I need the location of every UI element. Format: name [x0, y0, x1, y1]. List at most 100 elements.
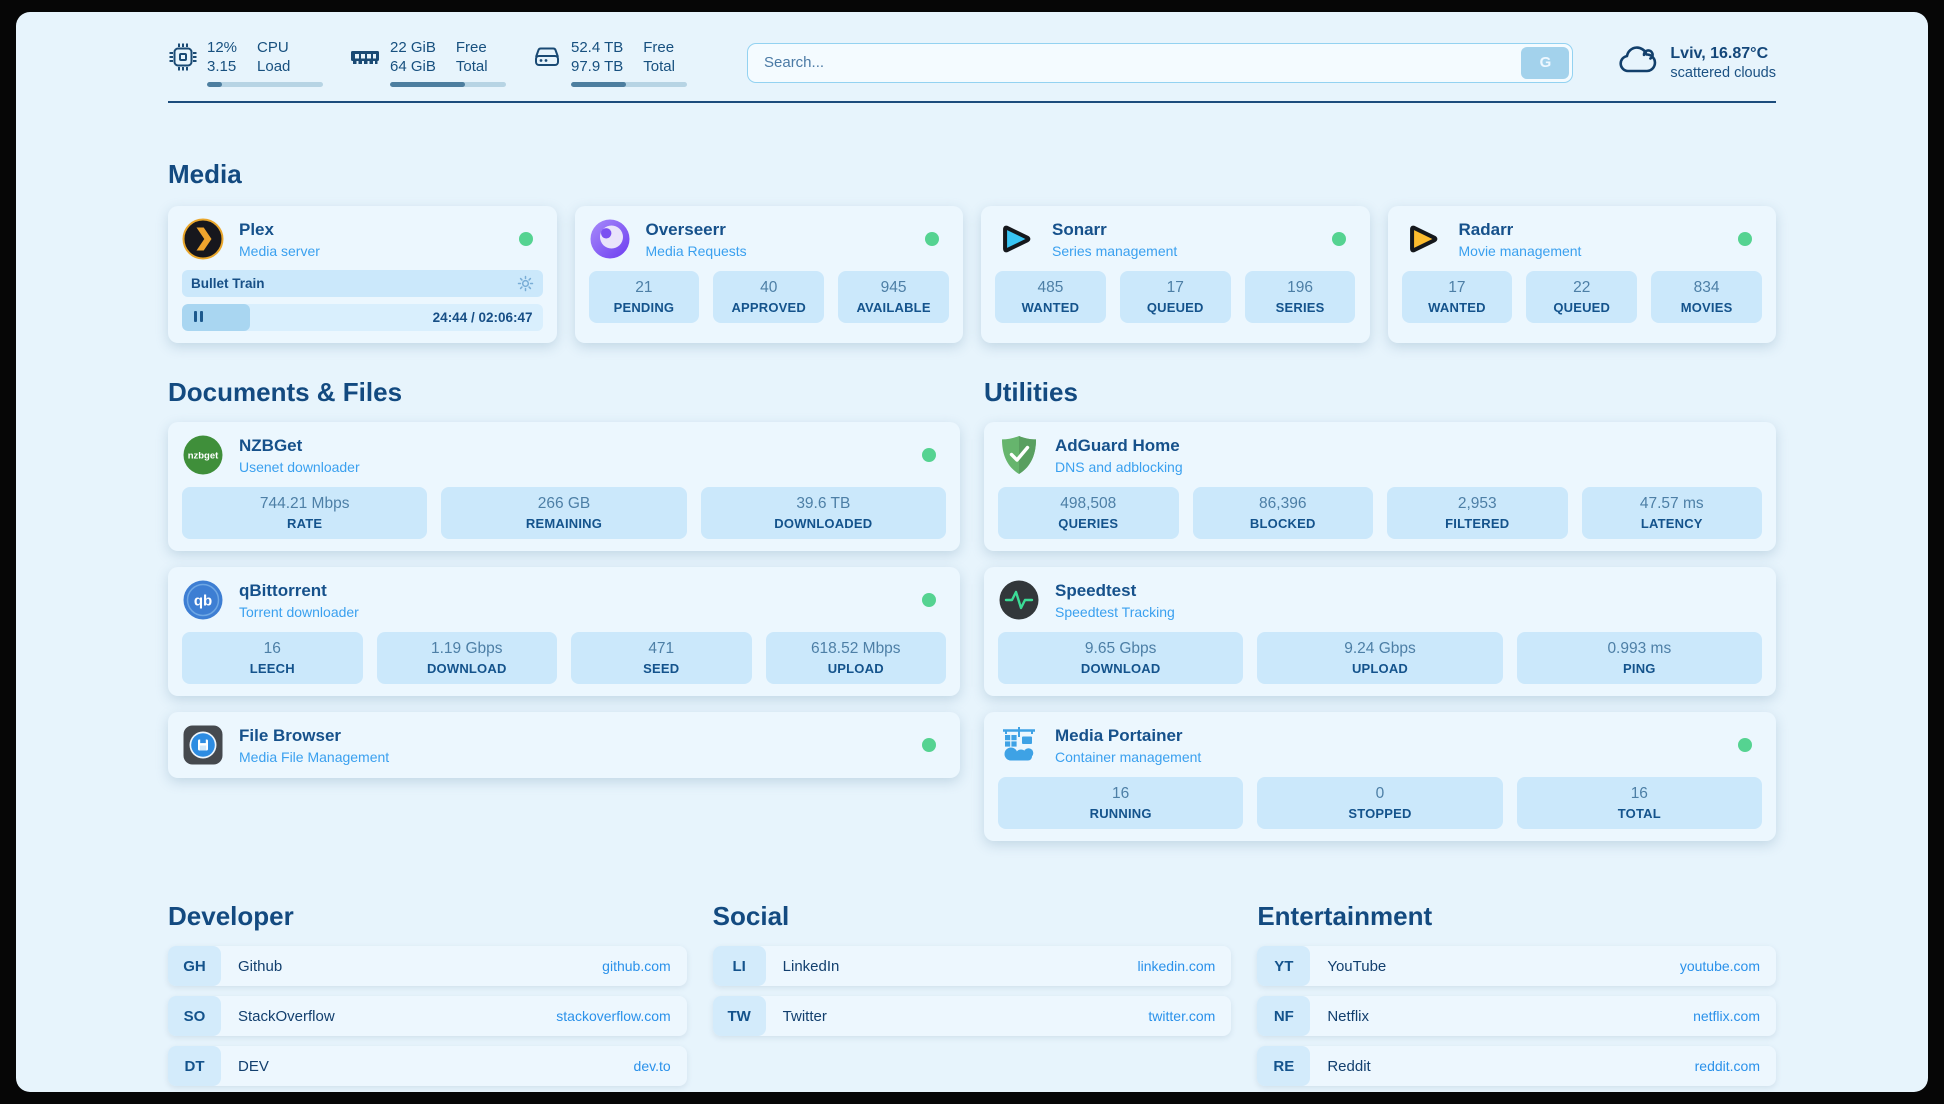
svg-text:nzbget: nzbget — [188, 451, 219, 462]
bookmark-twitter[interactable]: TW Twitter twitter.com — [712, 996, 1232, 1036]
stat-tile-downloaded: 39.6 TB DOWNLOADED — [700, 487, 946, 539]
stat-tile-seed: 471 SEED — [571, 632, 752, 684]
stat-label: APPROVED — [731, 300, 807, 315]
now-playing-title: Bullet Train — [191, 276, 265, 291]
stat-value: 1.19 Gbps — [430, 640, 503, 657]
stat-label: LEECH — [249, 661, 295, 676]
bookmark-linkedin[interactable]: LI LinkedIn linkedin.com — [712, 946, 1232, 986]
stat-tile-leech: 16 LEECH — [182, 632, 363, 684]
app-subtitle: Speedtest Tracking — [1055, 603, 1175, 620]
overseerr-icon — [589, 218, 633, 260]
qbittorrent-app-card[interactable]: qb qBittorrent Torrent downloader 16 LEECH 1.… — [168, 567, 960, 696]
section-title: Documents & Files — [168, 377, 403, 407]
stat-label: QUEUED — [1146, 300, 1204, 315]
bookmark-name: Netflix — [1327, 1007, 1370, 1025]
overseerr-app-card[interactable]: Overseerr Media Requests 21 PENDING 40 APPROV… — [574, 206, 963, 343]
stat-tile-remaining: 266 GB REMAINING — [441, 487, 687, 539]
bookmark-name: DEV — [238, 1057, 269, 1075]
stat-label: LATENCY — [1640, 516, 1703, 531]
stat-value: 266 GB — [537, 495, 591, 512]
sonarr-app-card[interactable]: Sonarr Series management 485 WANTED 17 QUEUED… — [981, 206, 1370, 343]
storage-widget: 52.4 TB 97.9 TB Free Total — [532, 38, 687, 87]
cpu-values: 12% 3.15 — [207, 39, 238, 75]
hard-drive-icon — [532, 42, 562, 77]
bookmark-name: Github — [238, 957, 283, 975]
speedtest-app-card[interactable]: Speedtest Speedtest Tracking 9.65 Gbps DOWN… — [984, 567, 1776, 696]
stat-value: 86,396 — [1259, 495, 1307, 512]
stat-value: 485 — [1037, 279, 1064, 296]
nzbget-icon: nzbget — [182, 434, 226, 476]
app-title: Overseerr — [645, 219, 726, 239]
bookmark-url: twitter.com — [1148, 1008, 1216, 1024]
storage-progress-bar — [571, 82, 687, 87]
bookmark-badge: DT — [168, 1046, 221, 1086]
stat-label: WANTED — [1428, 300, 1486, 315]
bookmark-badge: SO — [168, 996, 221, 1036]
search-bar: G — [747, 42, 1574, 83]
adguard-app-card[interactable]: AdGuard Home DNS and adblocking 498,508 QUE… — [984, 422, 1776, 551]
bookmark-reddit[interactable]: RE Reddit reddit.com — [1257, 1046, 1776, 1086]
bookmark-netflix[interactable]: NF Netflix netflix.com — [1257, 996, 1776, 1036]
app-subtitle: Container management — [1055, 748, 1202, 765]
bookmark-section-social: Social LI LinkedIn linkedin.com TW Twitter twi… — [712, 901, 1232, 1086]
weather-location-temp: Lviv, 16.87°C — [1670, 44, 1769, 62]
pause-icon — [192, 309, 204, 327]
stat-label: SEED — [643, 661, 680, 676]
storage-labels: Free Total — [643, 39, 675, 75]
status-online-dot — [922, 738, 936, 752]
section-utilities: Utilities AdGuard Home DNS and adblocking… — [984, 377, 1776, 841]
stat-tile-filtered: 2,953 FILTERED — [1387, 487, 1568, 539]
memory-values: 22 GiB 64 GiB — [390, 39, 436, 75]
adguard-icon — [998, 434, 1042, 476]
bookmark-github[interactable]: GH Github github.com — [168, 946, 687, 986]
stat-tile-available: 945 AVAILABLE — [838, 271, 949, 323]
stat-label: PING — [1623, 661, 1656, 676]
section-title: Media — [168, 159, 242, 189]
storage-values: 52.4 TB 97.9 TB — [571, 39, 624, 75]
bookmark-dev[interactable]: DT DEV dev.to — [168, 1046, 687, 1086]
filebrowser-app-card[interactable]: File Browser Media File Management — [168, 712, 960, 778]
status-online-dot — [922, 448, 936, 462]
bookmark-youtube[interactable]: YT YouTube youtube.com — [1257, 946, 1776, 986]
stat-value: 17 — [1448, 279, 1466, 296]
stat-value: 2,953 — [1457, 495, 1497, 512]
app-title: Sonarr — [1052, 219, 1107, 239]
ram-icon — [349, 42, 381, 77]
bookmark-stackoverflow[interactable]: SO StackOverflow stackoverflow.com — [168, 996, 687, 1036]
app-title: AdGuard Home — [1055, 435, 1180, 455]
stat-tile-wanted: 17 WANTED — [1401, 271, 1513, 323]
radarr-app-card[interactable]: Radarr Movie management 17 WANTED 22 QUEUED 83… — [1387, 206, 1776, 343]
bookmark-section-entertainment: Entertainment YT YouTube youtube.com NF Netfl… — [1257, 901, 1776, 1086]
nzbget-app-card[interactable]: nzbget NZBGet Usenet downloader 744.21 Mbps… — [168, 422, 960, 551]
section-title: Entertainment — [1257, 901, 1433, 931]
stat-value: 9.65 Gbps — [1084, 640, 1157, 657]
bookmark-url: reddit.com — [1694, 1058, 1760, 1074]
bookmark-badge: NF — [1257, 996, 1311, 1036]
stat-tile-blocked: 86,396 BLOCKED — [1192, 487, 1373, 539]
svg-text:qb: qb — [194, 593, 212, 610]
playback-progress-fill — [182, 304, 251, 331]
header-divider — [168, 101, 1776, 103]
stat-value: 9.24 Gbps — [1344, 640, 1416, 657]
stat-label: DOWNLOAD — [426, 661, 507, 676]
stat-value: 21 — [635, 279, 653, 296]
search-engine-button[interactable]: G — [1521, 46, 1570, 79]
stat-value: 47.57 ms — [1639, 495, 1704, 512]
stat-value: 16 — [1112, 785, 1130, 802]
stat-tile-queued: 22 QUEUED — [1526, 271, 1638, 323]
bookmark-name: Reddit — [1327, 1057, 1371, 1075]
section-title: Utilities — [984, 377, 1078, 407]
portainer-app-card[interactable]: Media Portainer Container management 16 RUN… — [984, 712, 1776, 841]
memory-widget: 22 GiB 64 GiB Free Total — [349, 38, 506, 87]
app-subtitle: Media server — [239, 242, 320, 259]
status-online-dot — [1331, 232, 1346, 246]
stat-value: 834 — [1693, 279, 1720, 296]
search-input[interactable] — [747, 42, 1574, 83]
plex-app-card[interactable]: Plex Media server Bullet Train 24:44 / 02:0… — [168, 206, 557, 343]
stat-value: 17 — [1166, 279, 1184, 296]
app-subtitle: Media File Management — [239, 748, 390, 765]
stat-tile-latency: 47.57 ms LATENCY — [1581, 487, 1762, 539]
section-title: Social — [712, 901, 790, 931]
stat-tile-total: 16 TOTAL — [1516, 777, 1762, 829]
playback-progress-bar: 24:44 / 02:06:47 — [182, 304, 543, 331]
